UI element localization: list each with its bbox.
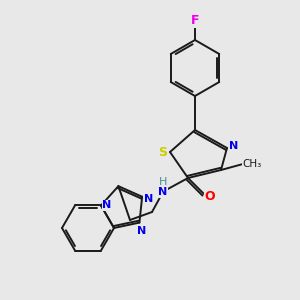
Text: N: N bbox=[102, 200, 112, 211]
Text: O: O bbox=[205, 190, 215, 202]
Text: CH₃: CH₃ bbox=[242, 159, 262, 169]
Text: N: N bbox=[137, 226, 146, 236]
Text: N: N bbox=[143, 194, 153, 204]
Text: S: S bbox=[158, 146, 167, 158]
Text: N: N bbox=[158, 187, 168, 197]
Text: H: H bbox=[159, 177, 167, 187]
Text: F: F bbox=[191, 14, 199, 28]
Text: N: N bbox=[230, 141, 238, 151]
